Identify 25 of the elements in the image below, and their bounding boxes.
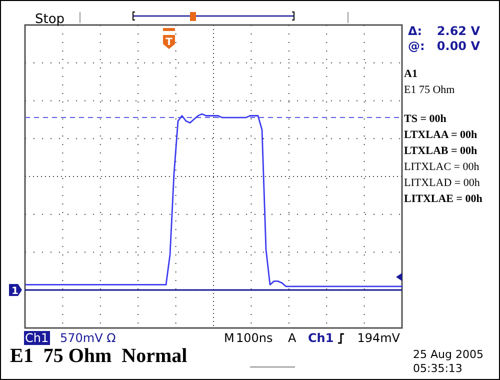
text: Ch1 xyxy=(25,331,49,345)
text: LITXLAC = 00h xyxy=(404,161,480,173)
text: E1 75 Ohm xyxy=(404,84,456,96)
text: 1 xyxy=(12,286,19,297)
text: A1 xyxy=(404,68,418,80)
text: Δ: xyxy=(408,24,422,38)
text: 25 Aug 2005 xyxy=(413,348,484,361)
text: 100ns xyxy=(236,331,273,345)
text: 194mV xyxy=(357,331,401,345)
text: Stop xyxy=(35,12,65,27)
text: 05:35:13 xyxy=(413,362,462,375)
text: T xyxy=(166,37,173,48)
text: LITXLAE = 00h xyxy=(404,193,482,205)
text: LITXLAD = 00h xyxy=(404,177,480,189)
text: 570mV Ω xyxy=(60,331,116,345)
text: 2.62 V xyxy=(436,24,481,38)
text: E1 75 Ohm Normal xyxy=(10,345,188,367)
text: M xyxy=(224,331,234,345)
text: LTXLAB = 00h xyxy=(404,145,478,157)
text: Ch1 xyxy=(308,331,334,345)
text: 0.00 V xyxy=(436,39,481,53)
text: LTXLAA = 00h xyxy=(404,129,478,141)
text: TS = 00h xyxy=(404,113,446,125)
text: @: xyxy=(408,39,425,53)
text: A xyxy=(288,331,297,345)
